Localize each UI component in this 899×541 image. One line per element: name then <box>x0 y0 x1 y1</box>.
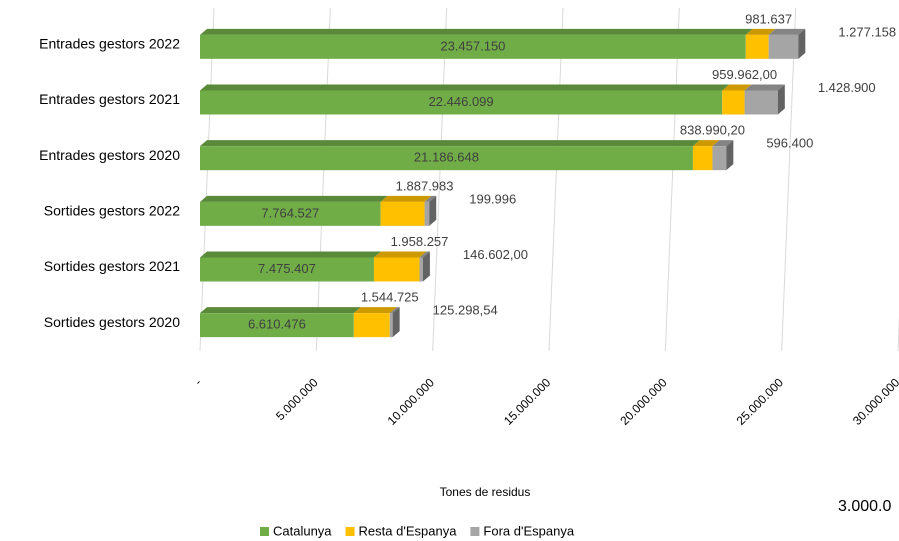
bar-top <box>712 140 734 147</box>
bar-side <box>422 251 430 282</box>
data-label: 125.298,54 <box>433 303 498 318</box>
data-label: 7.475.407 <box>258 261 316 276</box>
annotation: 3.000.0 <box>838 498 891 515</box>
legend-swatch <box>470 527 480 536</box>
data-label: 199.996 <box>469 191 516 206</box>
y-tick-label: Sortides gestors 2020 <box>44 314 180 330</box>
x-tick-label: 20.000.000 <box>617 375 670 428</box>
bar <box>424 201 430 226</box>
bar-side <box>798 28 806 59</box>
data-label: 1.958.257 <box>391 234 449 249</box>
bar-top <box>200 307 361 314</box>
bar <box>373 257 420 282</box>
bar-top <box>353 307 397 314</box>
y-tick-label: Entrades gestors 2022 <box>39 36 180 52</box>
bar <box>745 34 769 59</box>
bar <box>722 90 745 115</box>
bar <box>200 313 354 338</box>
grid-line <box>199 7 215 352</box>
data-label: 22.446.099 <box>429 94 494 109</box>
bar-top <box>200 140 700 147</box>
x-tick-label: 30.000.000 <box>850 375 899 428</box>
bar-top <box>745 28 776 35</box>
bar <box>419 257 423 282</box>
data-label: 959.962,00 <box>712 67 777 82</box>
bar <box>200 34 746 59</box>
data-label: 1.887.983 <box>396 178 454 193</box>
legend-label: Catalunya <box>273 523 332 538</box>
data-label: 146.602,00 <box>463 247 528 262</box>
bar <box>353 313 390 338</box>
bar-top <box>200 28 753 35</box>
bar-top <box>744 84 785 91</box>
bar-top <box>373 251 427 258</box>
bar-side <box>429 195 437 226</box>
bar <box>200 146 693 171</box>
grid-line <box>432 7 448 352</box>
data-label: 7.764.527 <box>261 205 319 220</box>
bar-top <box>768 28 806 35</box>
bar-side <box>777 84 785 115</box>
x-tick-label: 15.000.000 <box>501 375 554 428</box>
legend-label: Fora d'Espanya <box>483 523 574 538</box>
bar-top <box>692 140 720 147</box>
data-label: 838.990,20 <box>680 123 745 138</box>
y-tick-label: Entrades gestors 2021 <box>39 91 180 107</box>
grid-line <box>315 7 331 352</box>
data-label: 1.277.158 <box>838 24 896 39</box>
bar <box>200 201 381 226</box>
legend-swatch <box>260 527 269 536</box>
y-tick-label: Sortides gestors 2022 <box>44 203 180 219</box>
x-tick-label: 10.000.000 <box>385 375 438 428</box>
grid-line <box>664 7 680 352</box>
bar <box>744 90 778 115</box>
data-label: 23.457.150 <box>440 38 505 53</box>
y-tick-label: Sortides gestors 2021 <box>44 258 180 274</box>
x-tick-label: - <box>192 375 205 388</box>
grid-line <box>781 7 797 352</box>
bar-top <box>200 195 388 202</box>
bar-side <box>392 307 400 338</box>
bar <box>692 146 713 171</box>
x-axis-title: Tones de residus <box>440 485 531 499</box>
data-label: 981.637 <box>745 11 792 26</box>
data-label: 596.400 <box>766 136 813 151</box>
grid-line <box>548 7 564 352</box>
x-tick-label: 25.000.000 <box>734 375 787 428</box>
x-tick-label: 5.000.000 <box>273 375 321 423</box>
legend-label: Resta d'Espanya <box>359 523 458 538</box>
bar <box>380 201 425 226</box>
bar <box>712 146 727 171</box>
data-label: 1.428.900 <box>818 80 876 95</box>
y-tick-label: Entrades gestors 2020 <box>39 147 180 163</box>
bar <box>389 313 393 338</box>
bar-top <box>722 84 752 91</box>
bar-side <box>726 140 734 171</box>
bar <box>200 257 374 282</box>
bar-top <box>200 84 730 91</box>
data-label: 21.186.648 <box>414 150 479 165</box>
bar-top <box>200 251 381 258</box>
bar-top <box>424 195 437 202</box>
data-label: 1.544.725 <box>361 290 419 305</box>
bar <box>768 34 799 59</box>
bar-top <box>380 195 432 202</box>
data-label: 6.610.476 <box>248 317 306 332</box>
bar-top <box>419 251 430 258</box>
legend-swatch <box>345 527 355 536</box>
bar-top <box>389 307 400 314</box>
bar <box>200 90 723 115</box>
